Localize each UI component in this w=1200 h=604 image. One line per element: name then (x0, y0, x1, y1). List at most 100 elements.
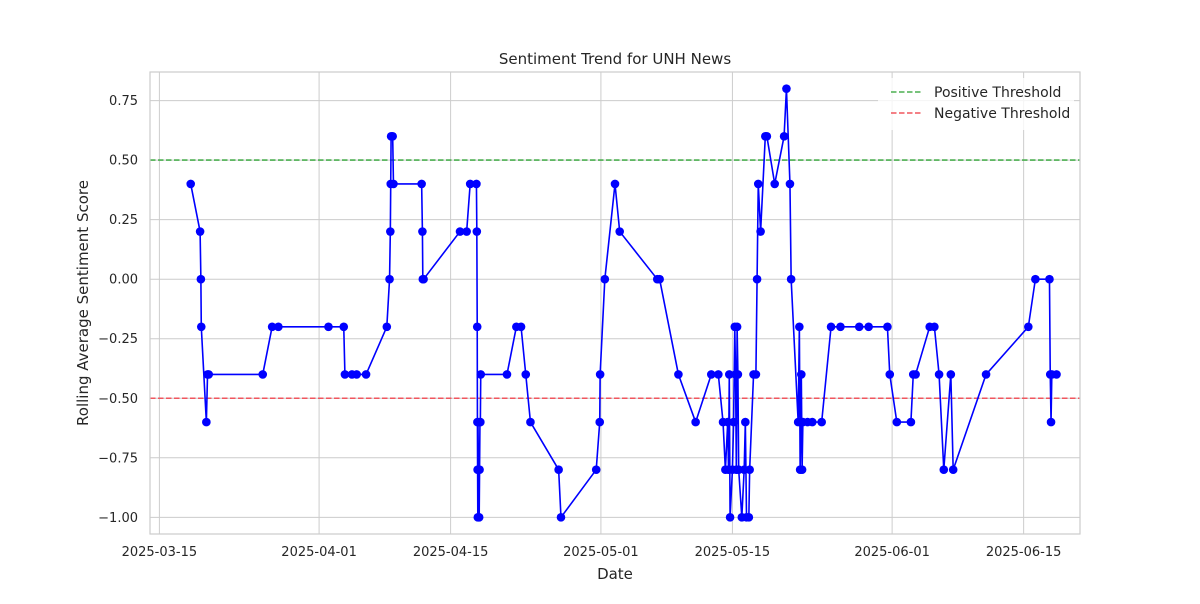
data-point (714, 370, 723, 379)
data-point (753, 179, 763, 189)
data-point (786, 274, 796, 284)
data-point (1045, 274, 1054, 284)
data-point (476, 370, 486, 379)
data-point (797, 465, 807, 475)
data-point (948, 465, 958, 475)
data-point (744, 513, 754, 522)
data-point (475, 465, 484, 475)
data-point (724, 370, 734, 379)
legend-box (878, 78, 1074, 130)
data-point (1024, 322, 1033, 332)
data-point (934, 370, 944, 379)
data-point (939, 465, 949, 475)
legend-label-positive: Positive Threshold (934, 85, 1061, 101)
data-point (591, 465, 601, 475)
data-point (1052, 370, 1061, 379)
x-tick-label: 2025-03-15 (122, 545, 198, 560)
data-point (752, 274, 762, 284)
data-point (455, 227, 465, 236)
data-point (595, 370, 605, 379)
data-point (186, 179, 196, 189)
data-point (204, 370, 214, 379)
data-point (196, 322, 206, 332)
data-point (864, 322, 873, 332)
x-tick-label: 2025-05-15 (695, 545, 771, 560)
y-tick-label: −1.00 (98, 511, 138, 526)
data-point (418, 227, 427, 236)
data-point (782, 84, 791, 93)
data-point (691, 417, 700, 427)
data-point (417, 179, 426, 189)
data-point (389, 179, 398, 189)
x-tick-label: 2025-06-15 (986, 545, 1062, 560)
data-point (826, 322, 836, 332)
data-point (751, 370, 761, 379)
data-point (930, 322, 939, 332)
data-point (267, 322, 277, 332)
data-point (502, 370, 512, 379)
data-point (756, 227, 765, 236)
data-point (361, 370, 371, 379)
data-point (706, 370, 716, 379)
data-point (516, 322, 526, 332)
data-point (274, 322, 283, 332)
data-point (339, 322, 349, 332)
data-point (797, 370, 806, 379)
y-tick-label: 0.00 (109, 273, 138, 288)
data-point (911, 370, 920, 379)
threshold-lines (150, 159, 1080, 400)
data-point (419, 274, 428, 284)
data-point (892, 417, 902, 427)
data-point (885, 370, 895, 379)
series-layer (186, 84, 1061, 522)
data-point (807, 417, 817, 427)
x-tick-label: 2025-04-15 (413, 545, 489, 560)
data-point (615, 227, 624, 236)
data-point (741, 417, 750, 427)
x-tick-label: 2025-05-01 (563, 545, 639, 560)
x-tick-label: 2025-06-01 (854, 545, 930, 560)
y-tick-label: 0.25 (109, 213, 138, 228)
data-point (854, 322, 864, 332)
y-tick-label: −0.25 (98, 332, 138, 347)
data-point (382, 322, 392, 332)
data-point (521, 370, 531, 379)
legend-label-negative: Negative Threshold (934, 106, 1070, 122)
plot-area (150, 72, 1080, 534)
data-point (733, 370, 743, 379)
data-point (472, 227, 482, 236)
chart-title: Sentiment Trend for UNH News (499, 50, 731, 68)
data-point (745, 465, 754, 475)
y-tick-label: −0.75 (98, 451, 138, 466)
data-point (388, 132, 397, 141)
data-point (610, 179, 620, 189)
data-point (1031, 274, 1040, 284)
data-point (770, 179, 779, 189)
data-point (785, 179, 795, 189)
data-point (762, 132, 772, 141)
data-point (462, 227, 471, 236)
y-tick-label: 0.75 (109, 94, 138, 109)
data-point (981, 370, 991, 379)
legend: Positive Threshold Negative Threshold (878, 78, 1074, 130)
data-point (474, 513, 484, 522)
x-tick-label: 2025-04-01 (281, 545, 357, 560)
data-point (883, 322, 892, 332)
data-point (386, 227, 395, 236)
data-point (817, 417, 826, 427)
data-point (526, 417, 535, 427)
data-point (729, 417, 738, 427)
data-point (779, 132, 789, 141)
x-tick-labels: 2025-03-15 2025-04-01 2025-04-15 2025-05-01… (122, 545, 1062, 560)
data-point (472, 322, 482, 332)
data-point (202, 417, 211, 427)
y-tick-labels: 0.75 0.50 0.25 0.00 −0.25 −0.50 −0.75 −1.00 (98, 94, 138, 526)
data-point (795, 322, 804, 332)
y-tick-label: 0.50 (109, 154, 138, 169)
y-axis-label: Rolling Average Sentiment Score (74, 180, 92, 426)
data-point (554, 465, 563, 475)
data-point (472, 179, 481, 189)
data-point (674, 370, 683, 379)
